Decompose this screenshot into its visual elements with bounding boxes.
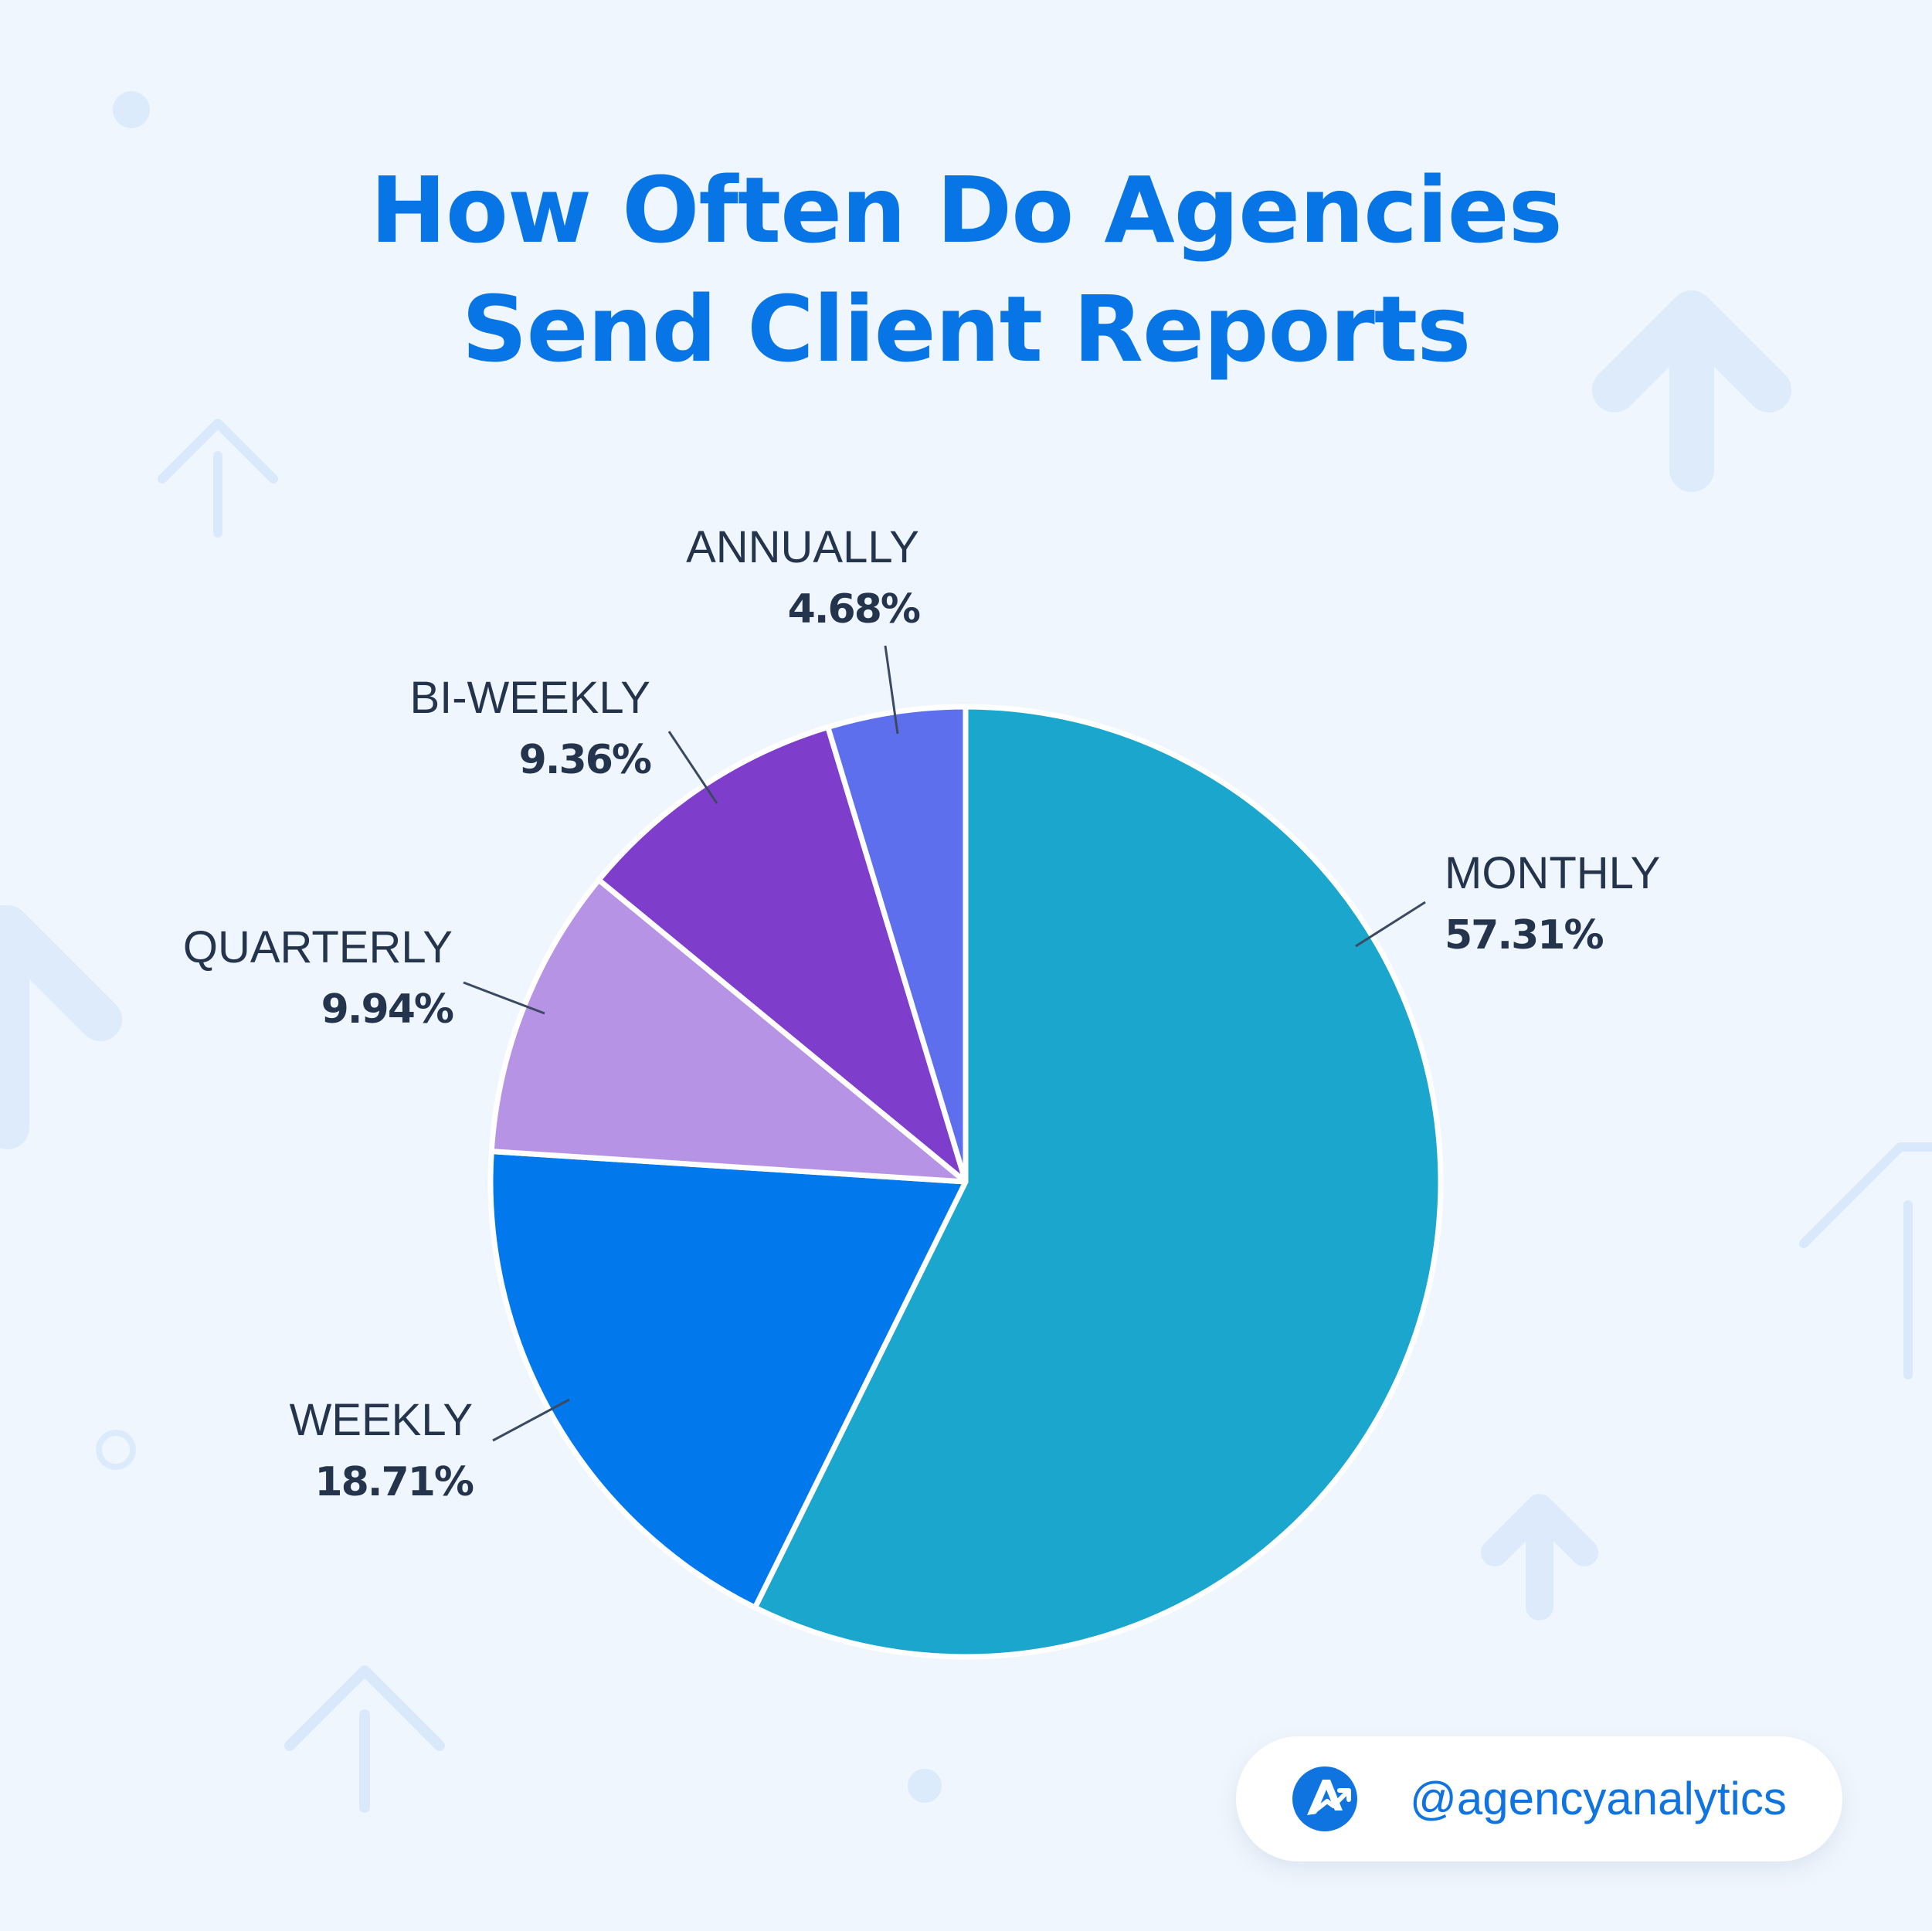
pie-slice-bi-weekly (596, 724, 969, 1185)
pie-slice-weekly (487, 1149, 969, 1610)
up-arrow-icon (0, 905, 122, 1149)
up-arrow-icon (1799, 1142, 1932, 1380)
leader-line-bi-weekly (667, 731, 718, 804)
slice-label-quarterly: QUARTERLY (183, 922, 453, 972)
brand-badge[interactable]: @agencyanalytics (1236, 1736, 1842, 1861)
decor-circle (96, 1430, 136, 1470)
slice-label-bi-weekly: BI-WEEKLY (409, 673, 650, 723)
pie-slice-monthly (752, 704, 1444, 1660)
up-arrow-icon (1481, 1494, 1598, 1620)
slice-value-weekly: 18.71% (314, 1459, 473, 1505)
leader-line-monthly (1355, 901, 1426, 948)
pie-slice-annually (825, 704, 969, 1185)
slice-value-bi-weekly: 9.36% (519, 737, 651, 783)
chart-title-line-2: Send Client Reports (461, 276, 1472, 382)
chart-title: How Often Do Agencies Send Client Report… (0, 151, 1932, 389)
slice-value-monthly: 57.31% (1445, 912, 1603, 959)
chart-title-line-1: How Often Do Agencies (370, 157, 1563, 263)
decor-circle (113, 91, 150, 128)
leader-line-annually (884, 645, 899, 735)
slice-value-quarterly: 9.94% (321, 986, 453, 1033)
social-handle[interactable]: @agencyanalytics (1410, 1773, 1787, 1824)
leader-line-weekly (492, 1398, 570, 1442)
slice-label-monthly: MONTHLY (1445, 848, 1660, 898)
slice-label-weekly: WEEKLY (290, 1395, 473, 1445)
decor-circle (908, 1769, 942, 1803)
up-arrow-icon (158, 419, 278, 538)
agencyanalytics-logo-icon (1292, 1766, 1357, 1831)
slice-value-annually: 4.68% (788, 586, 920, 633)
up-arrow-icon (284, 1665, 445, 1813)
leader-line-quarterly (463, 981, 545, 1015)
pie-slice-quarterly (488, 877, 969, 1185)
up-arrow-icon (1592, 290, 1791, 492)
slice-label-annually: ANNUALLY (686, 522, 919, 572)
